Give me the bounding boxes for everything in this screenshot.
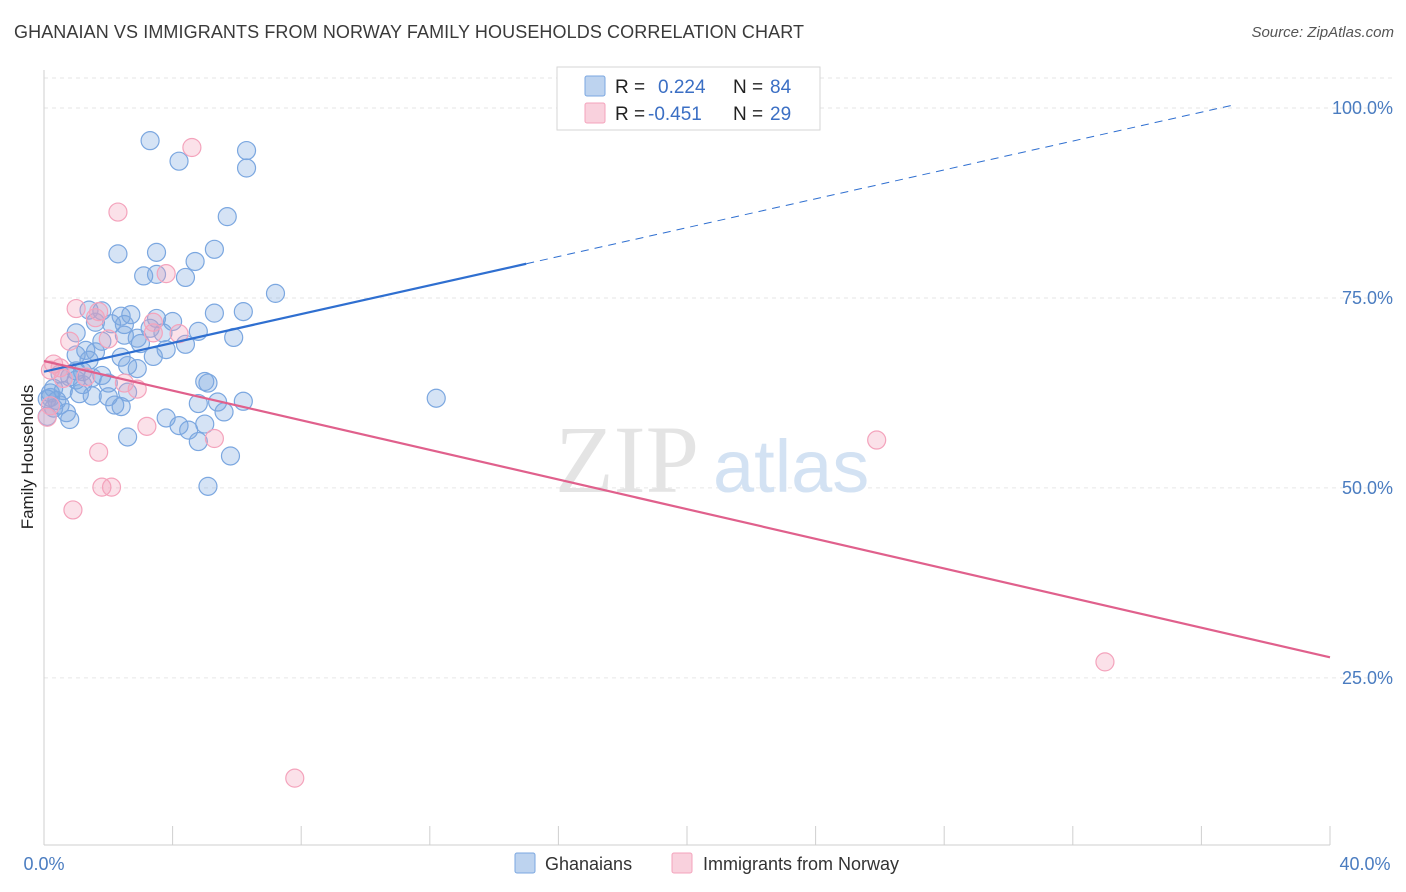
y-tick-label: 25.0%	[1342, 668, 1393, 688]
legend-r-value: 0.224	[658, 77, 706, 98]
trend-lines	[43, 104, 1331, 659]
point-norway	[89, 442, 109, 462]
chart-source: Source: ZipAtlas.com	[1251, 24, 1394, 41]
point-ghanaians	[127, 359, 147, 379]
point-ghanaians	[214, 402, 234, 422]
point-ghanaians	[121, 305, 141, 325]
legend-label-ghanaians: Ghanaians	[545, 854, 632, 874]
y-tick-label: 75.0%	[1342, 288, 1393, 308]
point-ghanaians	[98, 373, 118, 393]
point-ghanaians	[111, 396, 131, 417]
point-ghanaians	[140, 131, 160, 151]
x-tick-label: 40.0%	[1339, 854, 1390, 874]
point-norway	[143, 312, 163, 332]
point-ghanaians	[117, 427, 138, 447]
point-ghanaians	[217, 207, 237, 227]
point-ghanaians	[108, 244, 128, 264]
legend-r-label: R =	[615, 104, 645, 125]
point-ghanaians	[146, 242, 167, 262]
point-norway	[66, 298, 86, 319]
point-norway	[143, 323, 163, 343]
chart-title: GHANAIAN VS IMMIGRANTS FROM NORWAY FAMIL…	[14, 22, 805, 42]
legend-r-label: R =	[615, 77, 645, 98]
point-norway	[89, 302, 109, 322]
point-ghanaians	[185, 251, 205, 272]
legend-n-label: N =	[733, 104, 763, 125]
point-norway	[53, 368, 73, 389]
y-axis-label: Family Households	[18, 385, 37, 530]
point-ghanaians	[265, 283, 286, 303]
point-norway	[285, 768, 305, 788]
point-ghanaians	[175, 267, 196, 288]
legend-n-value: 29	[770, 104, 791, 125]
point-norway	[37, 407, 57, 427]
point-ghanaians	[220, 446, 241, 466]
point-ghanaians	[236, 140, 257, 161]
point-ghanaians	[60, 409, 80, 430]
trend-line-ghanaians	[43, 262, 527, 373]
point-norway	[40, 396, 61, 416]
point-norway	[60, 331, 80, 351]
watermark-zip: ZIP	[555, 406, 699, 513]
point-ghanaians	[198, 373, 218, 393]
y-tick-label: 100.0%	[1332, 98, 1393, 118]
point-norway	[169, 324, 189, 344]
point-ghanaians	[82, 386, 102, 406]
trend-line-norway	[43, 359, 1331, 659]
point-norway	[92, 477, 112, 497]
point-ghanaians	[236, 158, 257, 178]
point-ghanaians	[153, 323, 173, 343]
series-legend: Ghanaians Immigrants from Norway	[514, 852, 899, 874]
point-ghanaians	[114, 314, 134, 335]
x-tick-label: 0.0%	[23, 854, 64, 874]
point-norway	[108, 202, 128, 222]
point-norway	[85, 308, 106, 328]
watermark-atlas: atlas	[713, 425, 869, 508]
point-norway	[204, 428, 224, 449]
point-ghanaians	[195, 414, 215, 434]
legend-r-value: -0.451	[648, 104, 702, 125]
watermark: ZIP atlas	[555, 406, 869, 513]
point-norway	[98, 329, 118, 349]
legend-swatch-ghanaians	[584, 75, 606, 97]
trend-line-ghanaians-extension	[526, 104, 1234, 265]
legend-n-label: N =	[733, 77, 763, 98]
point-ghanaians	[169, 415, 189, 436]
point-ghanaians	[204, 303, 224, 323]
point-ghanaians	[198, 476, 218, 496]
point-ghanaians	[204, 239, 224, 259]
point-ghanaians	[188, 393, 208, 414]
point-ghanaians	[146, 264, 167, 284]
point-norway	[137, 416, 157, 436]
point-norway	[156, 264, 176, 284]
point-norway	[1095, 652, 1115, 672]
legend-label-norway: Immigrants from Norway	[703, 854, 899, 874]
legend-swatch-ghanaians	[514, 852, 536, 874]
stats-legend: R = 0.224 N = 84 R = -0.451 N = 29	[556, 66, 821, 131]
legend-swatch-norway	[584, 102, 606, 124]
point-ghanaians	[188, 431, 208, 452]
point-ghanaians	[98, 387, 118, 407]
axes	[43, 70, 1331, 846]
point-norway	[63, 500, 83, 520]
point-ghanaians	[85, 312, 106, 332]
point-ghanaians	[169, 151, 189, 171]
point-ghanaians	[426, 388, 446, 408]
y-tick-label: 50.0%	[1342, 478, 1393, 498]
point-ghanaians	[233, 302, 253, 322]
data-points	[37, 131, 1115, 788]
legend-swatch-norway	[671, 852, 693, 874]
point-ghanaians	[195, 371, 215, 392]
point-norway	[182, 137, 202, 158]
legend-n-value: 84	[770, 77, 792, 98]
y-tick-labels: 25.0% 50.0% 75.0% 100.0%	[1332, 98, 1393, 688]
point-norway	[101, 477, 122, 497]
x-tick-labels: 0.0% 40.0%	[23, 854, 1390, 874]
point-norway	[867, 430, 887, 450]
